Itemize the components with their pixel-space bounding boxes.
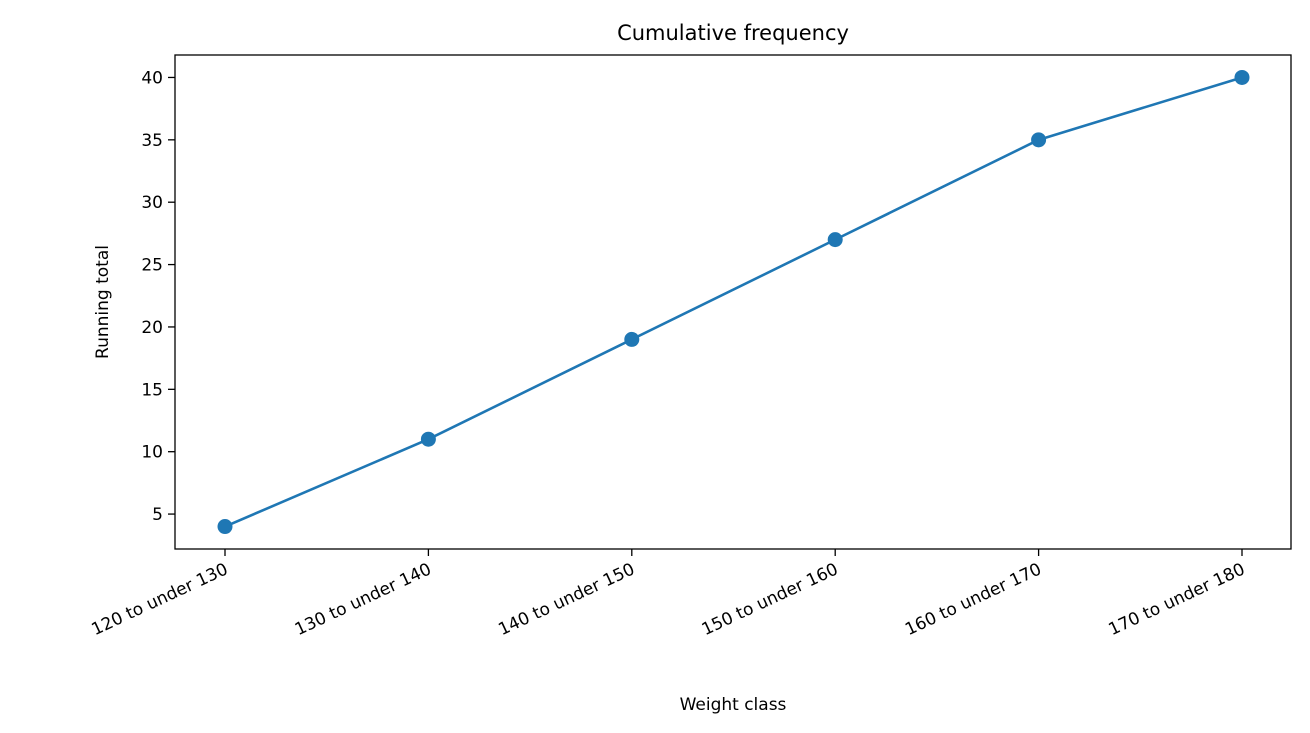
data-point	[827, 232, 843, 248]
data-point	[420, 431, 436, 447]
y-tick-label: 5	[152, 505, 163, 525]
y-axis: 5 10 15 20 25 30 35 40	[141, 68, 175, 525]
y-tick-label: 10	[141, 443, 163, 463]
data-point	[624, 331, 640, 347]
y-tick-label: 30	[141, 193, 163, 213]
series-line	[223, 76, 1244, 528]
y-tick-label: 40	[141, 68, 163, 88]
y-tick-label: 25	[141, 256, 163, 276]
x-axis-label: Weight class	[680, 695, 787, 715]
y-tick-label: 20	[141, 318, 163, 338]
y-tick-label: 35	[141, 131, 163, 151]
data-point	[1234, 69, 1250, 85]
y-tick-label: 15	[141, 380, 163, 400]
y-axis-label: Running total	[93, 245, 113, 359]
chart-title: Cumulative frequency	[617, 21, 849, 45]
data-point	[1031, 132, 1047, 148]
plot-frame	[174, 54, 1292, 550]
data-point	[217, 519, 233, 535]
series-layer	[217, 69, 1250, 535]
